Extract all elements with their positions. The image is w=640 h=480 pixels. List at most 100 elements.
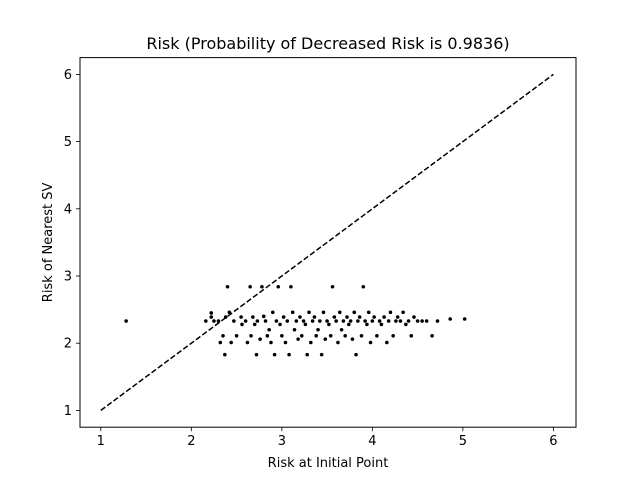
data-point — [299, 334, 304, 338]
x-tick-label: 3 — [278, 434, 286, 449]
data-point — [267, 327, 271, 332]
data-point — [412, 315, 416, 319]
data-point — [251, 315, 255, 319]
data-point — [294, 319, 299, 323]
data-point — [343, 334, 347, 338]
data-point — [255, 319, 260, 323]
data-point — [234, 334, 239, 338]
data-point — [245, 340, 250, 345]
data-point — [312, 315, 317, 319]
data-point — [356, 319, 360, 323]
data-point — [204, 319, 208, 323]
data-point — [314, 334, 319, 338]
data-point — [212, 319, 216, 323]
data-point — [327, 322, 331, 327]
data-point — [406, 319, 411, 323]
data-point — [272, 352, 277, 357]
data-point — [361, 284, 366, 289]
axes-frame — [79, 57, 577, 428]
data-point — [462, 317, 467, 321]
data-point — [430, 334, 434, 338]
data-point — [370, 319, 375, 323]
data-point — [365, 322, 369, 327]
data-point — [265, 334, 270, 338]
data-point — [248, 284, 252, 289]
data-point — [366, 310, 371, 315]
data-point — [270, 310, 275, 315]
data-point — [243, 319, 248, 323]
x-axis: 1 2 3 4 5 6 — [97, 427, 558, 449]
data-point — [298, 315, 302, 319]
data-point — [404, 322, 408, 327]
data-point — [225, 284, 230, 289]
data-point — [318, 319, 322, 323]
data-point — [223, 352, 227, 357]
data-point — [240, 322, 244, 327]
data-point — [249, 334, 253, 338]
data-point — [261, 314, 266, 319]
data-point — [321, 310, 326, 315]
data-point — [448, 317, 452, 321]
data-point — [285, 319, 290, 323]
data-point — [310, 319, 315, 323]
data-point — [341, 319, 346, 323]
data-point — [319, 352, 324, 357]
data-point — [336, 340, 340, 345]
data-point — [359, 334, 364, 338]
data-point — [227, 310, 232, 315]
data-point — [394, 319, 398, 323]
data-point — [292, 327, 297, 332]
data-point — [278, 322, 282, 327]
data-point — [391, 334, 395, 338]
y-tick-label: 4 — [64, 202, 72, 217]
data-point — [424, 319, 429, 323]
data-point — [280, 334, 284, 338]
data-point — [269, 340, 273, 345]
data-point — [303, 322, 308, 327]
y-axis: 1 2 3 4 5 6 — [64, 68, 80, 419]
y-tick-label: 2 — [64, 337, 72, 352]
data-point — [252, 322, 257, 327]
y-tick-label: 1 — [64, 404, 72, 419]
data-point — [354, 352, 358, 357]
data-point — [363, 319, 367, 323]
x-tick-label: 1 — [97, 434, 105, 449]
data-point — [254, 352, 259, 357]
data-point — [328, 334, 333, 338]
reference-line — [100, 73, 554, 412]
chart-title: Risk (Probability of Decreased Risk is 0… — [146, 34, 509, 53]
data-point — [409, 334, 414, 338]
data-point — [309, 340, 313, 345]
data-point — [263, 319, 268, 323]
data-point — [223, 315, 228, 319]
data-point — [357, 315, 362, 319]
data-point — [307, 310, 311, 315]
x-axis-label: Risk at Initial Point — [268, 456, 389, 471]
data-point — [401, 310, 405, 315]
data-point — [325, 319, 329, 323]
data-point — [290, 310, 295, 315]
data-point — [301, 319, 306, 323]
x-tick-label: 4 — [368, 434, 376, 449]
data-point — [276, 284, 281, 289]
data-point — [287, 352, 291, 357]
data-point — [375, 334, 379, 338]
data-point — [388, 310, 393, 315]
data-point — [398, 319, 403, 323]
data-point — [348, 319, 353, 323]
data-point — [332, 315, 337, 319]
data-point — [323, 337, 328, 341]
data-point — [334, 319, 338, 323]
y-tick-label: 6 — [64, 68, 72, 83]
data-point — [345, 315, 349, 319]
data-point — [368, 340, 373, 345]
data-point — [239, 315, 243, 319]
data-point — [350, 337, 355, 341]
y-tick-label: 3 — [64, 270, 72, 285]
data-point — [377, 319, 382, 323]
data-point — [372, 315, 376, 319]
data-point — [221, 334, 225, 338]
y-tick-label: 5 — [64, 135, 72, 150]
data-point — [420, 319, 424, 323]
data-point — [289, 284, 293, 289]
